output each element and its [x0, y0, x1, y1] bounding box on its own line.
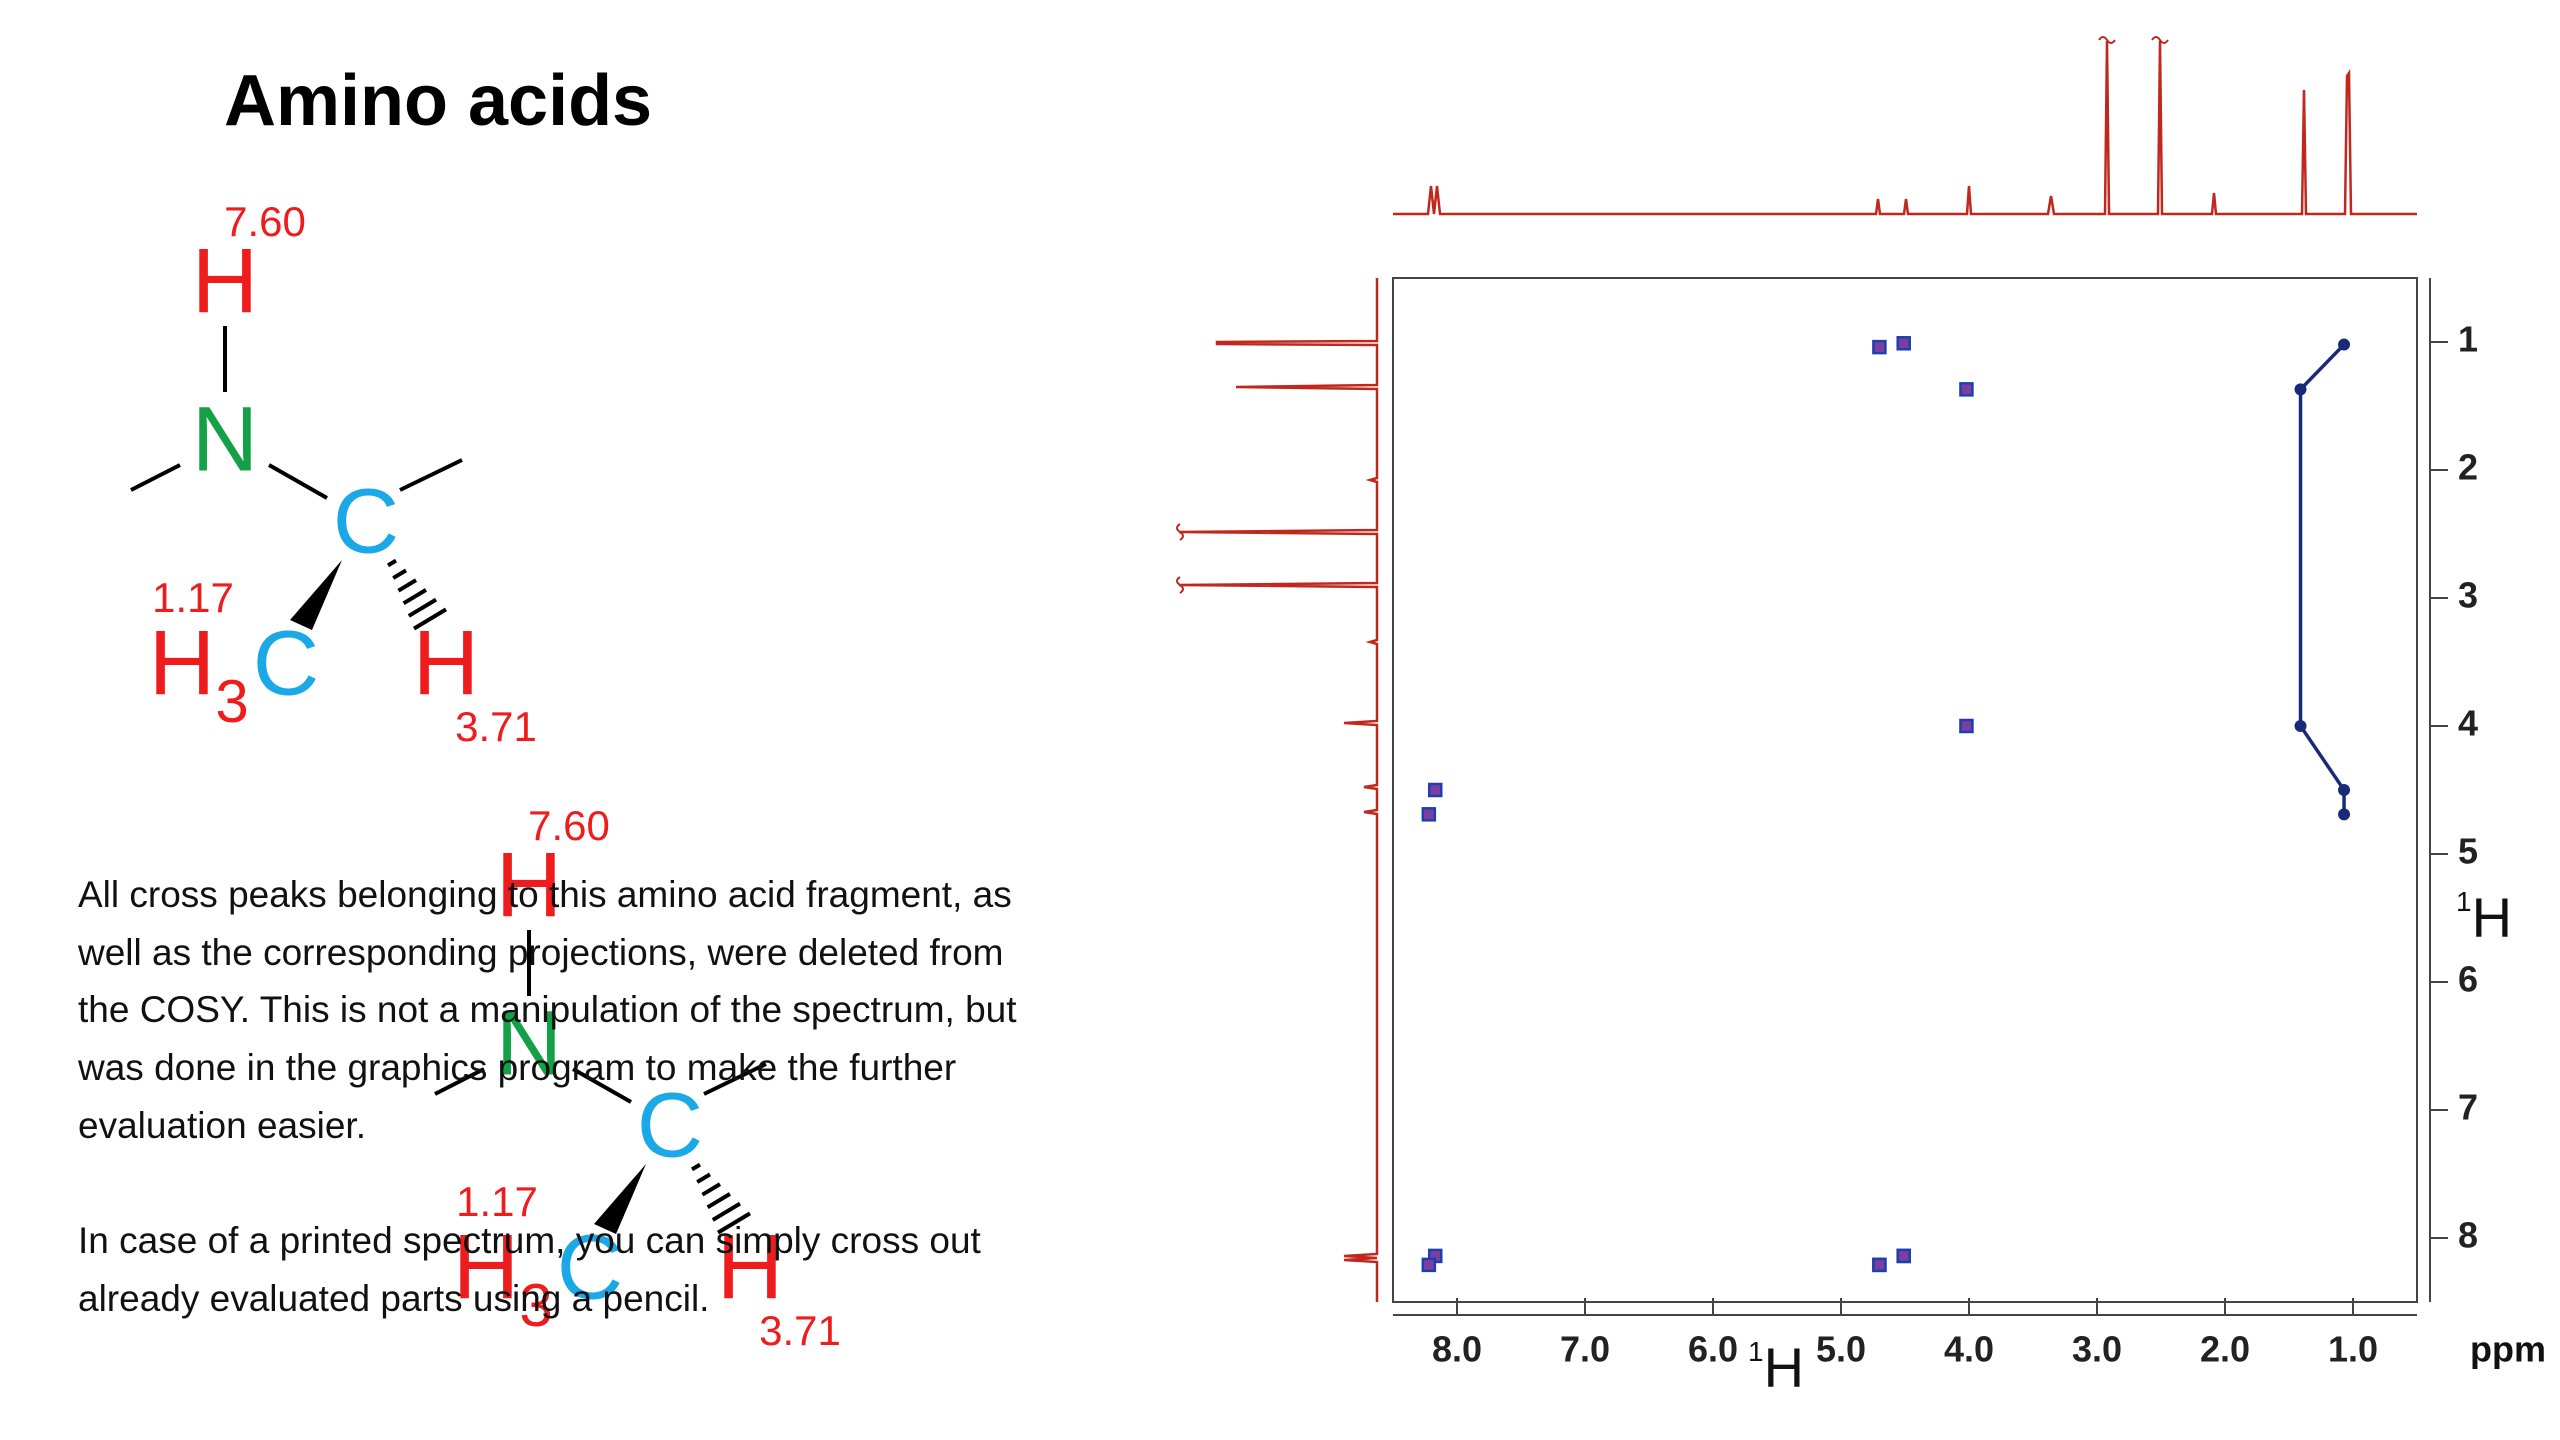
diagonal-peak: [2338, 338, 2351, 351]
shift-label: 3.71: [455, 703, 537, 750]
atom-label: C: [557, 1216, 623, 1318]
diagonal-peak: [2294, 383, 2307, 396]
bond: [701, 1182, 722, 1197]
bond: [386, 558, 398, 568]
bond: [399, 458, 463, 492]
diagonal-peak: [2294, 720, 2307, 732]
atom-label: H: [717, 1216, 783, 1318]
y-tick-label: 3: [2458, 575, 2478, 616]
unit-label: ppm: [2470, 1329, 2546, 1370]
left-projection: [1178, 278, 1379, 1302]
x-tick-label: 6.0: [1688, 1329, 1738, 1370]
atom-label: H: [453, 1216, 519, 1318]
paragraph: In case of a printed spectrum, you can s…: [78, 1212, 981, 1327]
text-line: All cross peaks belonging to this amino …: [78, 874, 1012, 915]
shift-label: 3.71: [759, 1307, 841, 1354]
shift-label: 1.17: [152, 574, 234, 621]
y-tick-label: 4: [2458, 703, 2478, 744]
atom-label: H: [413, 612, 479, 714]
bond: [397, 578, 418, 593]
text-line: already evaluated parts using a pencil.: [78, 1277, 710, 1319]
atom-subscript: 3: [215, 668, 248, 735]
bond: [703, 1062, 767, 1096]
text-line: the COSY. This is not a manipulation of …: [78, 989, 1017, 1031]
y-tick-label: 7: [2458, 1087, 2478, 1128]
bond: [690, 1162, 702, 1172]
cross-peak: [1421, 1257, 1437, 1273]
wedge-bond: [290, 560, 342, 630]
cross-peak: [1896, 1248, 1911, 1264]
diagonal-peak: [2338, 808, 2351, 821]
x-tick-label: 7.0: [1560, 1329, 1610, 1370]
paragraph: All cross peaks belonging to this amino …: [78, 866, 1017, 1154]
y-tick-label: 2: [2458, 447, 2478, 488]
shift-label: 7.60: [528, 802, 610, 849]
shift-label: 7.60: [224, 198, 306, 245]
y-tick-label: 8: [2458, 1215, 2478, 1256]
atom-subscript: 3: [519, 1272, 552, 1339]
projection-break: [1176, 523, 1184, 594]
atom-label: C: [253, 612, 319, 714]
projection-break: [2098, 36, 2169, 44]
atom-label: N: [496, 992, 562, 1094]
text-line: In case of a printed spectrum, you can s…: [78, 1220, 981, 1261]
diagonal-peak: [2338, 784, 2351, 796]
top-projection: [1393, 40, 2417, 216]
shift-label: 1.17: [456, 1178, 538, 1225]
atom-label: N: [192, 388, 258, 490]
atom-label: C: [333, 470, 399, 572]
bond: [434, 1067, 485, 1096]
y-tick-label: 5: [2458, 831, 2478, 872]
plot-frame: [1392, 277, 2418, 1303]
x-tick-label: 1.0: [2328, 1329, 2378, 1370]
bond: [392, 568, 408, 580]
atom-label: H: [149, 612, 215, 714]
cross-peak: [1872, 339, 1887, 355]
x-tick-label: 2.0: [2200, 1329, 2250, 1370]
text-line: evaluation easier.: [78, 1104, 366, 1146]
x-tick-label: 5.0: [1816, 1329, 1866, 1370]
diagonal-connector: [2298, 343, 2346, 815]
cross-peak: [1959, 382, 1974, 397]
bond: [268, 463, 328, 500]
y-axis-label: 1H: [2456, 886, 2512, 949]
bond: [706, 1192, 732, 1210]
atom-label: H: [192, 230, 258, 332]
slide-title: Amino acids: [224, 61, 652, 141]
text-line: well as the corresponding projections, w…: [78, 931, 1004, 973]
cross-peak: [1896, 336, 1911, 351]
bond: [407, 597, 438, 618]
cross-peak: [1421, 807, 1437, 822]
y-tick-label: 1: [2458, 319, 2478, 360]
y-tick-label: 6: [2458, 959, 2478, 1000]
bond: [711, 1201, 742, 1222]
bond: [412, 607, 448, 631]
text-line: was done in the graphics program to make…: [78, 1047, 957, 1089]
x-tick-label: 3.0: [2072, 1329, 2122, 1370]
bond: [130, 463, 181, 492]
bond: [716, 1211, 752, 1235]
atom-label: C: [637, 1074, 703, 1176]
x-tick-label: 8.0: [1432, 1329, 1482, 1370]
x-axis-label: 1H: [1748, 1336, 1804, 1399]
bond: [572, 1067, 632, 1104]
bond: [402, 588, 428, 606]
x-tick-label: 4.0: [1944, 1329, 1994, 1370]
wedge-bond: [594, 1164, 646, 1234]
cross-peak: [1872, 1257, 1887, 1273]
cross-peak: [1959, 718, 1974, 734]
atom-label: H: [496, 834, 562, 936]
cross-peak: [1427, 782, 1443, 798]
bond: [696, 1172, 712, 1184]
